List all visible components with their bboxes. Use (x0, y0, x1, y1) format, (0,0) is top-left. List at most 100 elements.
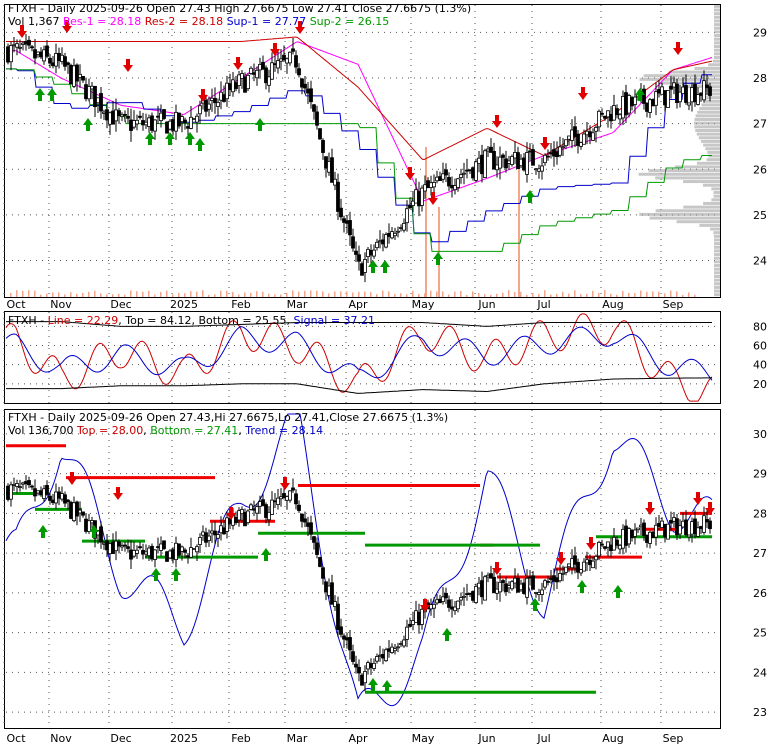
buy-arrow-icon (613, 585, 623, 598)
stochastic-panel-frame (4, 311, 721, 404)
price-bottom-candle (552, 575, 556, 582)
price-top-candle (654, 91, 658, 106)
price-bottom-candle (543, 580, 547, 588)
volume-profile-bar (714, 264, 720, 268)
legend-item: , Top = 84.12, Bottom = 25.55, (118, 314, 293, 327)
price-top-candle (324, 156, 328, 169)
price-bottom-candle (642, 522, 646, 536)
sell-arrow-icon (540, 137, 550, 150)
price-top-candle (21, 42, 25, 45)
sell-arrow-icon (673, 42, 683, 55)
price-bottom-candle (189, 547, 193, 558)
price-panel-frame (4, 4, 721, 298)
price-top-candle (474, 161, 478, 181)
volume-bar (310, 290, 312, 297)
price-bottom-candle (195, 546, 199, 553)
volume-profile-bar (639, 77, 720, 81)
buy-arrow-icon (151, 568, 161, 581)
price-bottom-candle (186, 555, 190, 558)
price-top-candle (315, 111, 319, 126)
volume-profile-bar (713, 23, 720, 27)
price-top-candle (246, 74, 250, 90)
price-top-candle (531, 149, 535, 166)
x-tick-label: Jun (477, 298, 495, 311)
volume-profile-bar (695, 128, 720, 132)
price-top-candle (351, 236, 355, 249)
volume-bar (448, 294, 450, 297)
price-panel-tick-label: 27 (753, 118, 767, 131)
price-top-candle (9, 44, 13, 63)
price-bottom-candle (657, 522, 661, 527)
volume-bar (94, 290, 96, 297)
volume-bars (10, 147, 696, 297)
signal-arrows-bottom (38, 472, 715, 693)
volume-profile-bar (648, 169, 720, 173)
volume-bar (76, 293, 78, 297)
price-bottom-candle (210, 530, 214, 534)
price-top-candle (204, 99, 208, 112)
price-bottom-candle (633, 529, 637, 537)
volume-profile-bar (694, 121, 720, 125)
volume-profile-bar (714, 267, 720, 271)
price-top-candle (663, 90, 667, 106)
price-bottom-candle (393, 648, 397, 652)
price-bottom-candle (168, 550, 172, 559)
buy-arrow-icon (525, 190, 535, 203)
volume-bar (568, 293, 570, 297)
x-tick-label: 2025 (170, 298, 198, 311)
volume-profile-bar (713, 234, 720, 238)
volume-profile-bar (713, 48, 720, 52)
price-bottom-candle (564, 566, 568, 573)
price-top-candle (240, 73, 244, 79)
volume-profile-bar (702, 183, 720, 187)
price-bottom-candle (429, 604, 433, 610)
volume-profile-bar (668, 70, 720, 74)
price-top-candle (501, 154, 505, 158)
price-bottom-candle (66, 499, 70, 502)
price-bottom-candle (297, 504, 301, 511)
x-tick-label: Sep (663, 732, 684, 745)
price-top-candle (522, 157, 526, 171)
price-top-candle (189, 116, 193, 129)
price-top-candle (96, 97, 100, 104)
price-top-candle (69, 64, 73, 85)
price-top-candle (174, 111, 178, 132)
price-bottom-candle (483, 576, 487, 601)
volume-profile-bar (694, 125, 720, 129)
price-bottom-candle (612, 536, 616, 551)
price-bottom-candle (213, 530, 217, 536)
legend-item: Vol 136,700 (8, 424, 77, 437)
volume-bar (634, 293, 636, 297)
price-bottom-candle (570, 558, 574, 569)
price-bottom-candle (354, 663, 358, 668)
volume-bar (538, 293, 540, 297)
price-top-candle (603, 115, 607, 119)
price-top-candle (693, 84, 697, 103)
volume-bar (424, 293, 426, 297)
volume-profile-bar (713, 37, 720, 41)
volume-bar (244, 292, 246, 297)
volume-bar (334, 291, 336, 297)
volume-profile-bar (699, 223, 720, 227)
price-bottom-candle (225, 517, 229, 532)
price-panel-tick-label: 28 (753, 72, 767, 85)
price-top-candle (378, 240, 382, 243)
price-top-candle (39, 51, 43, 58)
x-tick-label: Feb (231, 732, 250, 745)
trend-panel-tick-label: 30 (753, 428, 767, 441)
price-bottom-candle (261, 499, 265, 506)
price-bottom-candle (102, 542, 106, 545)
price-bottom-candle (351, 651, 355, 662)
volume-bar (514, 292, 516, 297)
volume-profile-bar (683, 205, 720, 209)
price-top-candle (339, 207, 343, 218)
volume-profile-bar (694, 66, 720, 70)
sell-arrow-icon (492, 562, 502, 575)
volume-profile-bar (703, 201, 720, 205)
buy-arrow-icon (380, 260, 390, 273)
volume-profile-bar (694, 118, 720, 122)
price-bottom-candle (180, 546, 184, 552)
price-bottom-candle (582, 561, 586, 572)
price-top-candle (81, 75, 85, 81)
